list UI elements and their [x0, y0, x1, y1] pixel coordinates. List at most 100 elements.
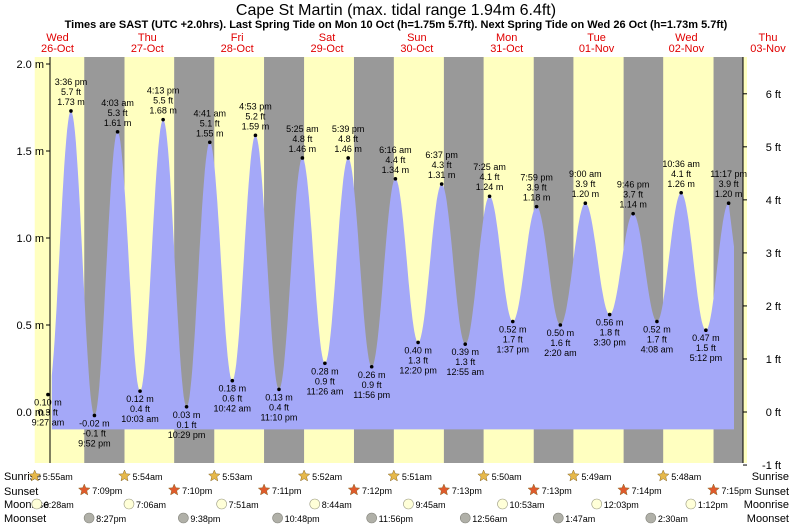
high-tide-feet: 5.1 ft: [200, 118, 221, 128]
high-tide-feet: 3.7 ft: [623, 190, 644, 200]
low-tide-metres: 0.56 m: [596, 318, 624, 328]
high-tide-time: 5:25 am: [286, 124, 319, 134]
low-tide-feet: 1.7 ft: [503, 335, 524, 345]
y-tick-label-left: 2.0 m: [16, 59, 44, 71]
moonset-time: 11:56pm: [379, 514, 413, 524]
low-tide-metres: 0.52 m: [643, 325, 671, 335]
y-tick-label-left: 0.5 m: [16, 320, 44, 332]
sunrise-time: 5:50am: [492, 472, 522, 482]
sunrise-icon: [207, 469, 221, 482]
low-tide-feet: 1.8 ft: [600, 328, 621, 338]
y-tick-label-right: 5 ft: [766, 142, 781, 154]
y-tick-label-right: 3 ft: [766, 248, 781, 260]
sun-moon-events: 5:55am 7:09pm 5:54am 7:10pm 5:53am 7:11pm 5:52…: [28, 469, 752, 524]
moonset-time: 12:56am: [472, 514, 507, 524]
sunset-time: 7:13pm: [452, 486, 482, 496]
high-tide-point: [487, 194, 492, 199]
date-label: 26-Oct: [41, 43, 74, 55]
low-tide-point: [558, 323, 563, 327]
low-tide-time: 3:30 pm: [593, 338, 626, 348]
sunrise-icon: [28, 469, 42, 482]
sunrise-icon: [656, 469, 670, 482]
low-tide-time: 10:29 pm: [168, 430, 206, 440]
moonset-icon: [178, 512, 189, 524]
tide-curve-area: [51, 111, 735, 430]
chart-title: Cape St Martin (max. tidal range 1.94m 6…: [236, 2, 556, 19]
high-tide-metres: 1.55 m: [196, 128, 224, 138]
moonrise-icon: [685, 498, 697, 510]
day-of-week-label: Wed: [46, 32, 68, 44]
high-tide-point: [161, 117, 165, 122]
high-tide-point: [69, 109, 73, 113]
moonrise-icon: [216, 498, 227, 510]
low-tide-time: 10:03 am: [121, 414, 159, 424]
low-tide-time: 12:20 pm: [399, 365, 437, 375]
high-tide-time: 4:41 am: [194, 108, 227, 118]
low-tide-time: 9:52 pm: [78, 438, 111, 448]
day-of-week-label: Tue: [587, 32, 606, 44]
date-label: 01-Nov: [579, 43, 615, 55]
low-tide-metres: 0.40 m: [404, 345, 432, 355]
high-tide-time: 4:03 am: [101, 98, 134, 108]
high-tide-metres: 1.24 m: [476, 182, 504, 192]
low-tide-feet: 1.7 ft: [647, 335, 668, 345]
sunset-time: 7:13pm: [542, 486, 572, 496]
high-tide-metres: 1.18 m: [523, 193, 551, 203]
low-tide-feet: 0.1 ft: [177, 420, 198, 430]
moonset-time: 8:27pm: [96, 514, 126, 524]
high-tide-feet: 3.9 ft: [527, 183, 548, 193]
moonset-icon: [552, 512, 564, 524]
sunrise-time: 5:54am: [132, 472, 162, 482]
sunrise-icon: [387, 469, 401, 482]
date-label: 30-Oct: [400, 43, 433, 55]
y-tick-label-right: 4 ft: [766, 195, 781, 207]
high-tide-feet: 4.8 ft: [292, 134, 313, 144]
day-of-week-label: Fri: [231, 32, 244, 44]
high-tide-point: [115, 130, 120, 134]
low-tide-point: [704, 328, 708, 333]
low-tide-metres: 0.47 m: [692, 333, 720, 343]
date-label: 03-Nov: [750, 43, 786, 55]
sunrise-icon: [297, 469, 311, 482]
low-tide-metres: 0.03 m: [173, 410, 201, 420]
low-tide-metres: 0.52 m: [499, 325, 527, 335]
moonrise-icon: [31, 498, 43, 510]
high-tide-feet: 3.9 ft: [719, 179, 740, 189]
high-tide-metres: 1.61 m: [104, 118, 132, 128]
moonrise-time: 12:03pm: [604, 500, 639, 510]
high-tide-point: [679, 190, 683, 195]
day-of-week-label: Sun: [407, 32, 427, 44]
date-label: 29-Oct: [311, 43, 344, 55]
row-label-moonset-right: Moonset: [747, 513, 789, 525]
moonrise-time: 7:51am: [229, 500, 259, 510]
high-tide-metres: 1.68 m: [149, 106, 177, 116]
high-tide-metres: 1.20 m: [572, 189, 600, 199]
high-tide-point: [346, 156, 350, 160]
high-tide-point: [207, 140, 212, 145]
date-label: 31-Oct: [490, 43, 523, 55]
high-tide-time: 9:46 pm: [617, 180, 650, 190]
high-tide-metres: 1.73 m: [57, 97, 85, 107]
chart-subtitle: Times are SAST (UTC +2.0hrs). Last Sprin…: [65, 19, 728, 31]
high-tide-feet: 4.1 ft: [671, 169, 692, 179]
low-tide-time: 11:10 pm: [261, 412, 298, 422]
high-tide-time: 7:59 pm: [520, 173, 553, 183]
high-tide-point: [631, 211, 635, 216]
sunset-icon: [617, 483, 630, 496]
high-tide-feet: 5.5 ft: [153, 96, 174, 106]
sunset-icon: [77, 483, 91, 496]
low-tide-feet: 0.6 ft: [222, 394, 243, 404]
y-axis-left: 2.0 m 1.5 m 1.0 m 0.5 m 0.0 m: [16, 59, 50, 419]
high-tide-metres: 1.31 m: [428, 170, 456, 180]
row-label-moonrise-right: Moonrise: [744, 499, 789, 511]
low-tide-metres: 0.26 m: [358, 370, 386, 380]
high-tide-feet: 5.3 ft: [108, 108, 129, 118]
low-tide-time: 5:12 pm: [690, 353, 723, 363]
sunrise-time: 5:49am: [581, 472, 611, 482]
high-tide-time: 10:36 am: [662, 159, 700, 169]
moonset-icon: [645, 512, 657, 524]
low-tide-metres: 0.18 m: [219, 384, 247, 394]
low-tide-time: 11:26 am: [306, 386, 343, 396]
low-tide-point: [416, 340, 420, 345]
